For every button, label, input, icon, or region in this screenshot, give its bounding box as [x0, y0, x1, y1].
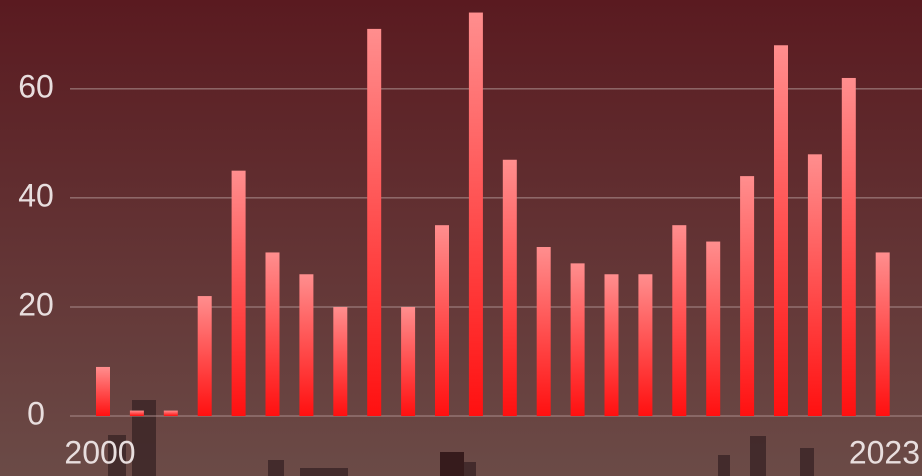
y-tick-label: 60 [18, 68, 54, 104]
bar [502, 159, 517, 417]
y-tick-label: 0 [27, 395, 45, 431]
bar [807, 154, 822, 417]
bar [265, 252, 280, 417]
bar [875, 252, 890, 417]
y-tick-label: 20 [18, 286, 54, 322]
bar [231, 170, 246, 417]
bar [163, 410, 178, 417]
bar [435, 225, 449, 417]
bar [401, 306, 416, 417]
bar [841, 77, 856, 417]
bar [774, 45, 788, 417]
bar [740, 176, 755, 417]
bar [468, 12, 483, 417]
bar [129, 410, 144, 417]
skyline [108, 400, 814, 476]
x-tick-label: 2000 [64, 434, 135, 470]
y-tick-label: 40 [18, 177, 54, 213]
bar [638, 274, 653, 417]
bar [197, 296, 212, 417]
bar [367, 28, 382, 417]
bar [299, 274, 314, 417]
x-tick-label: 2023 [849, 434, 920, 470]
bar [536, 246, 551, 417]
bar [672, 225, 687, 417]
bar [96, 366, 110, 417]
bar [706, 241, 721, 417]
bar [333, 306, 348, 417]
bar [604, 274, 619, 417]
bar [570, 263, 585, 417]
